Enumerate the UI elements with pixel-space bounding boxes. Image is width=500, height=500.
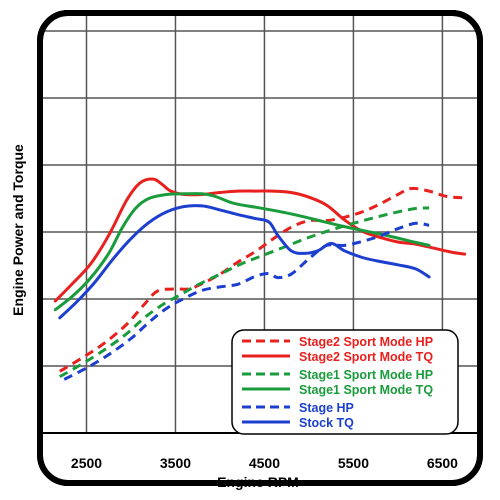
x-tick-label: 6500 bbox=[427, 455, 458, 471]
x-tick-label: 2500 bbox=[71, 455, 102, 471]
legend-label: Stage1 Sport Mode TQ bbox=[299, 383, 433, 397]
series-line-4 bbox=[53, 192, 431, 312]
legend-label: Stage2 Sport Mode TQ bbox=[299, 350, 433, 364]
series-layer bbox=[53, 177, 467, 381]
series-line-3 bbox=[59, 206, 430, 379]
legend-label: Stage2 Sport Mode HP bbox=[299, 335, 433, 349]
x-axis-label: Engine RPM bbox=[217, 474, 299, 490]
x-tick-label: 3500 bbox=[160, 455, 191, 471]
x-tick-labels: 2500 3500 4500 5500 6500 bbox=[71, 455, 458, 471]
x-tick-label: 5500 bbox=[338, 455, 369, 471]
y-axis-label: Engine Power and Torque bbox=[10, 144, 26, 316]
series-line-5 bbox=[63, 221, 430, 381]
series-line-6 bbox=[58, 204, 431, 320]
legend-label: Stock TQ bbox=[299, 416, 354, 430]
plot-border bbox=[37, 10, 483, 486]
legend-label: Stage1 Sport Mode HP bbox=[299, 368, 433, 382]
series-line-2 bbox=[53, 177, 467, 303]
legend-label: Stage HP bbox=[299, 401, 354, 415]
grid bbox=[40, 16, 480, 434]
series-line-1 bbox=[59, 186, 465, 373]
x-tick-label: 4500 bbox=[249, 455, 280, 471]
